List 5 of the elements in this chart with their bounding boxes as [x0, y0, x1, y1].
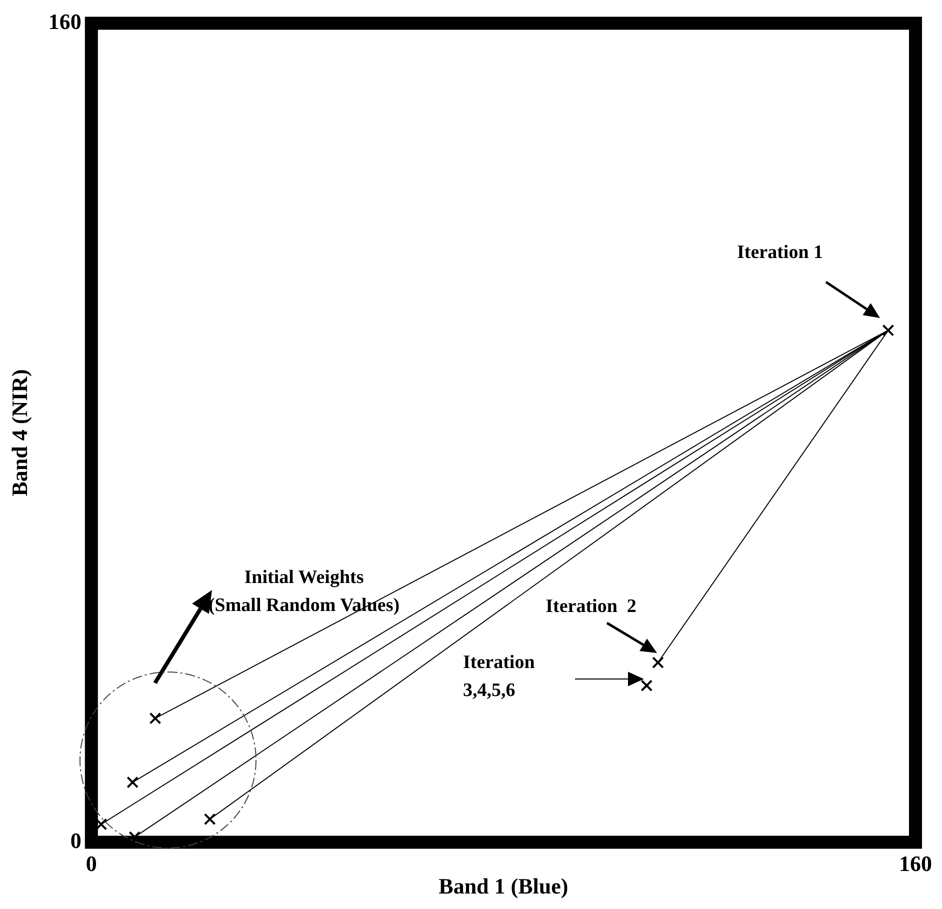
annotation: Iteration 3,4,5,6 — [463, 652, 536, 701]
y-axis-title: Band 4 (NIR) — [6, 369, 32, 496]
annotation: Iteration 1 — [736, 242, 824, 263]
x-axis-title: Band 1 (Blue) — [438, 873, 568, 898]
annotation: Iteration 2 — [546, 596, 636, 617]
